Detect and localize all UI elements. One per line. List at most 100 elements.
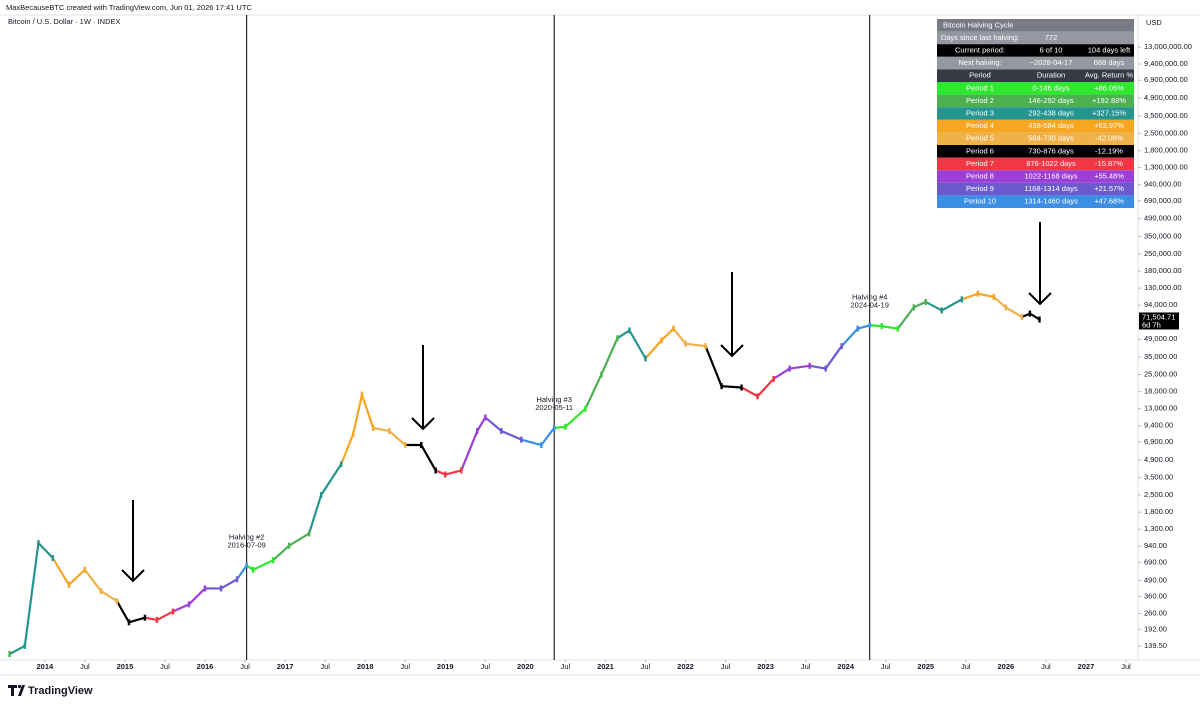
y-tick-label: 490.00: [1144, 575, 1167, 584]
period-row: [937, 145, 1134, 158]
logo-icon: [8, 685, 25, 696]
price-segment: [564, 407, 587, 428]
price-segment: [444, 469, 463, 476]
period-cell: Period 8: [966, 171, 994, 180]
period-cell: Period 3: [966, 108, 994, 117]
period-cell: 876-1022 days: [1026, 159, 1076, 168]
period-cell: -12.19%: [1095, 146, 1123, 155]
y-tick-label: 690.00: [1144, 557, 1167, 566]
y-tick-label: 13,000.00: [1144, 404, 1177, 413]
price-segment: [187, 587, 207, 606]
price-segment: [388, 429, 407, 447]
price-segment: [372, 426, 391, 433]
table-title: Bitcoin Halving Cycle: [943, 20, 1013, 29]
x-tick-label: 2026: [998, 662, 1015, 671]
header-text: MaxBecauseBTC created with TradingView.c…: [6, 3, 252, 12]
price-segment: [288, 532, 311, 547]
table-title-row: [937, 19, 1134, 32]
price-candle: [552, 424, 556, 431]
period-cell: +63.97%: [1094, 121, 1124, 130]
y-tick-label: 25,000.00: [1144, 369, 1177, 378]
price-segment: [271, 544, 291, 562]
price-segment: [660, 327, 675, 342]
period-cell: Period 1: [966, 83, 994, 92]
y-tick-label: 260.00: [1144, 609, 1167, 618]
symbol-title: Bitcoin / U.S. Dollar · 1W · INDEX: [8, 17, 121, 26]
y-tick-label: 3,500.00: [1144, 472, 1173, 481]
price-candle: [992, 293, 996, 300]
info-row: [937, 56, 1134, 70]
period-cell: 1168-1314 days: [1024, 184, 1077, 193]
period-cell: +327.15%: [1092, 108, 1126, 117]
price-segment: [520, 438, 543, 447]
price-segment: [720, 385, 743, 389]
price-candle: [360, 391, 364, 398]
price-segment: [99, 589, 119, 603]
y-tick-label: 940,000.00: [1144, 180, 1182, 189]
price-segment: [896, 306, 915, 330]
price-segment: [1020, 312, 1031, 319]
info-cell: ~2028-04-17: [1030, 58, 1073, 67]
price-candle: [8, 650, 11, 657]
price-candle: [67, 581, 71, 588]
x-tick-label: 2019: [437, 662, 454, 671]
price-candle: [808, 362, 811, 369]
y-tick-label: 4,900.00: [1144, 455, 1173, 464]
period-cell: Period 2: [966, 96, 994, 105]
y-tick-label: 35,000.00: [1144, 352, 1177, 361]
logo-dot: [17, 684, 22, 689]
last-price-box: [1139, 312, 1179, 330]
footer-logo: [8, 684, 25, 696]
price-segment: [992, 295, 1007, 309]
price-segment: [960, 292, 979, 301]
info-cell: Next halving:: [958, 58, 1001, 67]
price-segment: [476, 416, 487, 433]
price-segment: [553, 425, 567, 430]
period-row: [937, 132, 1134, 145]
price-segment: [672, 327, 687, 345]
price-segment: [940, 298, 963, 312]
price-segment: [51, 556, 70, 586]
info-cell: 104 days left: [1088, 45, 1131, 54]
arrow-head: [1028, 292, 1052, 306]
y-tick-label: 9,400.00: [1144, 421, 1173, 430]
x-tick-label: Jul: [1121, 662, 1131, 671]
price-candle: [339, 461, 343, 468]
price-candle: [99, 587, 103, 594]
price-candle: [245, 562, 248, 569]
period-cell: 730-876 days: [1028, 146, 1074, 155]
price-candle: [83, 566, 87, 573]
price-candle: [404, 442, 407, 449]
price-candle: [171, 608, 175, 615]
price-candle: [788, 365, 791, 372]
period-cell: 146-292 days: [1028, 96, 1074, 105]
x-tick-label: Jul: [961, 662, 971, 671]
price-segment: [600, 337, 619, 376]
price-segment: [320, 463, 343, 497]
price-segment: [83, 568, 103, 593]
x-tick-label: 2023: [757, 662, 774, 671]
price-candle: [856, 325, 859, 332]
halving-label: Halving #4: [852, 292, 887, 301]
x-tick-label: Jul: [160, 662, 170, 671]
x-tick-label: 2018: [357, 662, 374, 671]
info-cell: 772: [1045, 33, 1058, 42]
y-tick-label: 94,000.00: [1144, 300, 1177, 309]
price-segment: [616, 329, 631, 340]
price-segment: [912, 300, 927, 309]
x-tick-label: Jul: [801, 662, 811, 671]
price-segment: [868, 324, 883, 328]
x-tick-label: 2015: [117, 662, 134, 671]
period-cell: Period 7: [966, 159, 994, 168]
price-candle: [644, 355, 647, 362]
price-candle: [880, 323, 883, 330]
price-candle: [51, 555, 55, 562]
y-tick-label: 6,900.00: [1144, 437, 1173, 446]
period-cell: 292-438 days: [1028, 108, 1074, 117]
price-candle: [976, 290, 980, 297]
x-tick-label: 2017: [277, 662, 294, 671]
info-cell: Days since last halving:: [941, 33, 1019, 42]
price-segment: [420, 443, 437, 472]
